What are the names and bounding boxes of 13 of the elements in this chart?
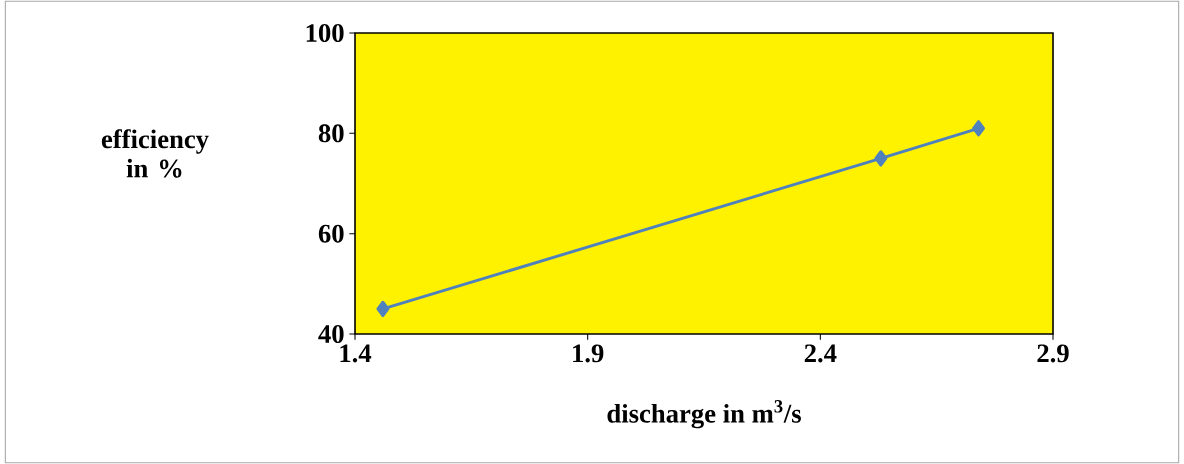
y-axis-title: efficiency in % <box>101 129 209 178</box>
x-tick-label: 2.4 <box>804 344 837 363</box>
x-tick-label: 2.9 <box>1037 344 1069 363</box>
point <box>972 120 986 137</box>
y-tick-label: 80 <box>318 124 344 143</box>
y-tick-label: 40 <box>318 325 344 343</box>
point <box>376 300 390 318</box>
x-tick-label: 1.9 <box>573 344 604 363</box>
y-tick-label: 100 <box>306 24 344 42</box>
y-tick-label: 60 <box>318 224 344 243</box>
x-tick-label: 1.4 <box>340 344 372 363</box>
x-axis-title: discharge in m$^{3}$/s <box>607 400 801 429</box>
point <box>874 150 888 167</box>
